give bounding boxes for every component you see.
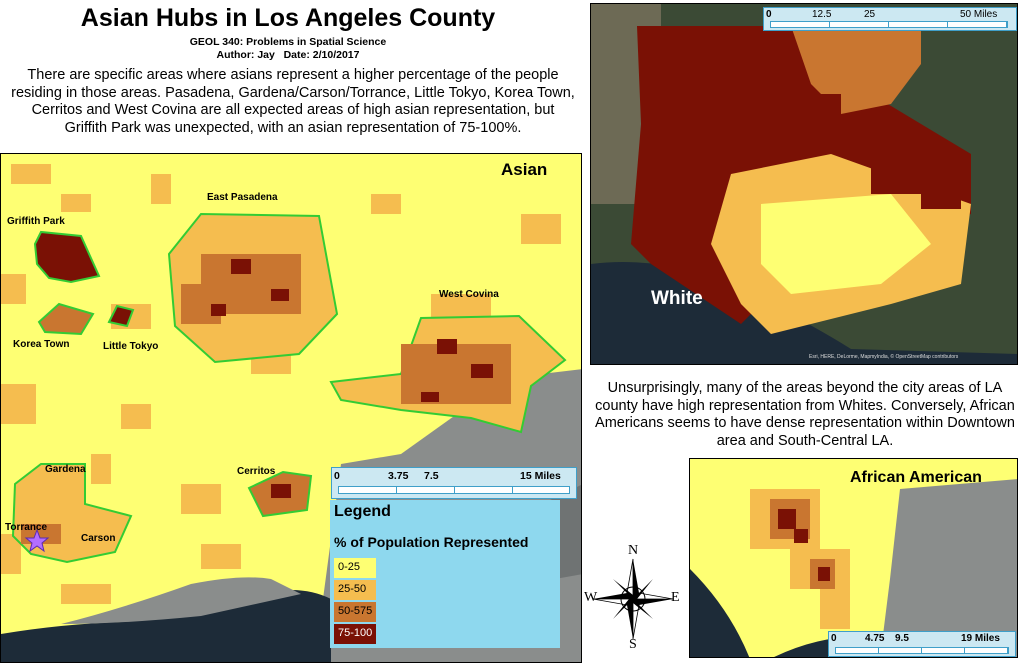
legend-swatch [334, 558, 376, 578]
scale-tick: 50 Miles [960, 9, 998, 20]
label-west-covina: West Covina [439, 289, 499, 300]
urban-area [880, 479, 1017, 657]
white-scale-bar: 0 12.5 25 50 Miles [763, 7, 1017, 31]
legend-label: 50-575 [338, 605, 373, 617]
aa-map-canvas [690, 459, 1017, 657]
page-title: Asian Hubs in Los Angeles County [80, 4, 496, 32]
torrance-star-icon [24, 528, 50, 553]
white-map-title: White [651, 288, 703, 309]
legend-item: 0-25 [334, 558, 554, 578]
course-subtitle: GEOL 340: Problems in Spatial Science [189, 36, 387, 48]
legend-item: 50-575 [334, 602, 554, 622]
legend-swatch [334, 580, 376, 600]
basemap-credit: Esri, HERE, DeLorme, MapmyIndia, © OpenS… [809, 354, 959, 360]
asian-scale-bar: 0 3.75 7.5 15 Miles [331, 467, 577, 499]
legend-swatch [334, 602, 376, 622]
label-gardena: Gardena [45, 464, 86, 475]
aa-map-title: African American [850, 469, 982, 486]
label-east-pasadena: East Pasadena [207, 192, 278, 203]
asian-map-title: Asian [501, 160, 548, 179]
legend-subtitle: % of Population Represented [334, 534, 529, 550]
legend-item: 25-50 [334, 580, 554, 600]
compass-west: W [584, 590, 598, 605]
griffith-park-hub[interactable] [33, 230, 101, 284]
medium-patches [1, 164, 561, 604]
legend-label: 75-100 [338, 627, 373, 639]
scale-tick: 19 Miles [961, 633, 1000, 644]
ocean-west [690, 569, 750, 657]
legend-label: 25-50 [338, 583, 367, 595]
scale-ruler [770, 21, 1008, 28]
compass-south: S [629, 637, 637, 652]
label-cerritos: Cerritos [237, 466, 276, 477]
scale-tick: 3.75 [388, 470, 409, 482]
scale-tick: 0 [334, 470, 340, 482]
compass-north: N [628, 543, 639, 558]
legend-title: Legend [334, 503, 391, 520]
scale-tick: 7.5 [424, 470, 439, 482]
scale-tick: 0 [831, 633, 837, 644]
scale-tick: 4.75 [865, 633, 885, 644]
legend: Legend % of Population Represented 0-25 … [330, 500, 560, 648]
scale-tick: 25 [864, 9, 876, 20]
legend-swatch [334, 624, 376, 644]
white-map[interactable]: White Esri, HERE, DeLorme, MapmyIndia, ©… [590, 3, 1018, 365]
author-date: Author: Jay Date: 2/10/2017 [216, 49, 360, 61]
legend-label: 0-25 [338, 561, 361, 573]
legend-item: 75-100 [334, 624, 554, 644]
label-korea-town: Korea Town [13, 339, 70, 350]
asian-description: There are specific areas where asians re… [11, 67, 575, 136]
label-griffith-park: Griffith Park [7, 216, 65, 227]
white-high-patches [801, 94, 961, 209]
korea-town-hub[interactable] [37, 302, 95, 336]
cerritos-high [271, 484, 291, 498]
comparison-description: Unsurprisingly, many of the areas beyond… [595, 380, 1015, 449]
compass-east: E [671, 590, 680, 605]
coastal-urban [61, 577, 301, 624]
white-map-canvas [591, 4, 1017, 364]
scale-ruler [835, 647, 1009, 654]
label-little-tokyo: Little Tokyo [103, 341, 159, 352]
compass-icon [592, 558, 674, 640]
white-mid-area [791, 26, 921, 114]
scale-tick: 12.5 [812, 9, 832, 20]
scale-tick: 15 Miles [520, 470, 561, 482]
west-covina-high [421, 339, 493, 402]
aa-scale-bar: 0 4.75 9.5 19 Miles [828, 631, 1016, 657]
label-carson: Carson [81, 533, 116, 544]
scale-tick: 9.5 [895, 633, 909, 644]
white-low-area [761, 194, 931, 294]
compass-rose: N E S W [584, 543, 682, 653]
african-american-map[interactable]: African American 0 4.75 9.5 19 Miles [689, 458, 1018, 658]
east-pasadena-high [211, 259, 289, 316]
scale-ruler [338, 486, 570, 494]
little-tokyo-hub[interactable] [107, 304, 135, 328]
ocean [1, 590, 331, 662]
scale-tick: 0 [766, 9, 772, 20]
aa-high-patches [778, 509, 830, 581]
label-torrance: Torrance [5, 522, 48, 533]
